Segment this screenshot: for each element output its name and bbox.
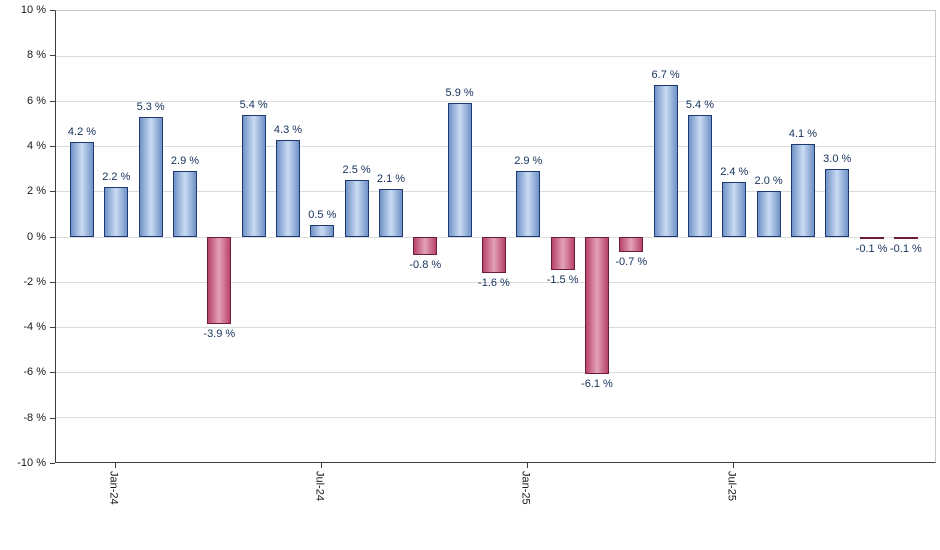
bar[interactable] [825,168,850,237]
bar-value-label: 2.0 % [754,175,783,188]
bar[interactable] [481,236,506,273]
bar-value-label: 5.3 % [136,101,165,113]
y-axis-label: 2 % [27,185,46,198]
bar-value-label: -1.5 % [546,274,579,287]
y-axis-label: -4 % [23,321,46,334]
bar-value-label: -0.8 % [409,258,442,271]
gridline [56,101,935,103]
bar[interactable] [859,236,884,239]
x-axis-tick [114,463,116,468]
gridline [56,191,935,193]
bar-value-label: 2.1 % [376,173,406,186]
bar[interactable] [310,225,335,237]
plot-area: 4.2 % 2.2 % 5.3 % 2.9 % -3.9 % 5.4 % 4.3 % 0.5 … [55,10,936,463]
bar[interactable] [207,236,232,325]
bar-value-label: -0.1 % [890,242,922,255]
x-axis-label: Jul-24 [313,471,326,501]
bar[interactable] [687,114,712,237]
gridline [56,326,935,328]
x-axis-tick [526,463,528,468]
bar-value-label: -0.7 % [615,256,648,269]
bar-value-label: -1.6 % [478,276,510,289]
bar[interactable] [550,236,575,271]
y-axis-tick [50,10,55,11]
bar-value-label: 3.0 % [823,152,852,165]
bar-value-label: 2.4 % [720,166,749,179]
bar-value-label: 2.9 % [170,155,200,168]
bar[interactable] [790,144,815,237]
bar-value-label: 2.9 % [514,155,543,168]
bar[interactable] [893,236,918,239]
x-axis-tick [732,463,734,468]
bar[interactable] [70,141,94,237]
y-axis-label: 8 % [27,49,46,62]
y-axis-label: -2 % [23,275,46,288]
y-axis-label: -8 % [23,411,46,424]
y-axis-label: 4 % [27,139,46,152]
y-axis-tick [50,281,55,283]
bar[interactable] [378,189,403,237]
y-axis-label: -10 % [17,457,46,469]
bar-value-label: 5.4 % [239,98,268,111]
bar[interactable] [584,236,609,375]
bar[interactable] [722,182,747,237]
bar[interactable] [104,186,129,237]
y-axis-tick [50,100,55,102]
bar-value-label: -0.1 % [855,242,888,255]
x-axis-label: Jul-25 [725,471,738,501]
y-axis-label: 10 % [20,4,46,16]
y-axis-label: -6 % [23,366,46,379]
y-axis-tick [50,145,55,147]
y-axis-tick [50,463,55,464]
y-axis-tick [50,417,55,419]
bar-value-label: 5.9 % [445,87,474,100]
x-axis-tick [320,463,322,468]
y-axis-tick [50,327,55,329]
bar-value-label: 4.1 % [788,128,817,141]
bar[interactable] [241,114,266,237]
y-axis-tick [50,55,55,57]
bar[interactable] [138,117,163,237]
bar[interactable] [619,236,644,253]
gridline [56,56,935,58]
bar-value-label: 2.2 % [102,170,131,183]
bar-value-label: 0.5 % [308,209,337,222]
bar-value-label: 4.3 % [273,123,303,136]
bar[interactable] [344,180,369,237]
gridline [56,281,935,283]
y-axis-tick [50,372,55,374]
bar-value-label: 2.5 % [342,164,371,177]
y-axis-label: 6 % [27,94,46,107]
bar-value-label: 5.4 % [685,98,714,111]
gridline [56,371,935,373]
bar-value-label: -6.1 % [581,378,613,391]
x-axis-label: Jan-25 [519,471,532,505]
bar-value-label: 4.2 % [67,125,97,138]
bar[interactable] [516,171,541,237]
x-axis-label: Jan-24 [107,471,120,505]
gridline [56,146,935,148]
bar[interactable] [413,236,438,255]
y-axis-tick [50,236,55,238]
bar-value-label: -3.9 % [203,328,236,341]
bar[interactable] [756,191,781,237]
y-axis-tick [50,191,55,193]
bar[interactable] [275,139,300,237]
bar[interactable] [653,85,678,237]
bar[interactable] [172,171,197,237]
bar[interactable] [447,103,472,237]
y-axis-label: 0 % [27,230,46,243]
gridline [56,416,935,418]
bar-value-label: 6.7 % [651,69,680,82]
